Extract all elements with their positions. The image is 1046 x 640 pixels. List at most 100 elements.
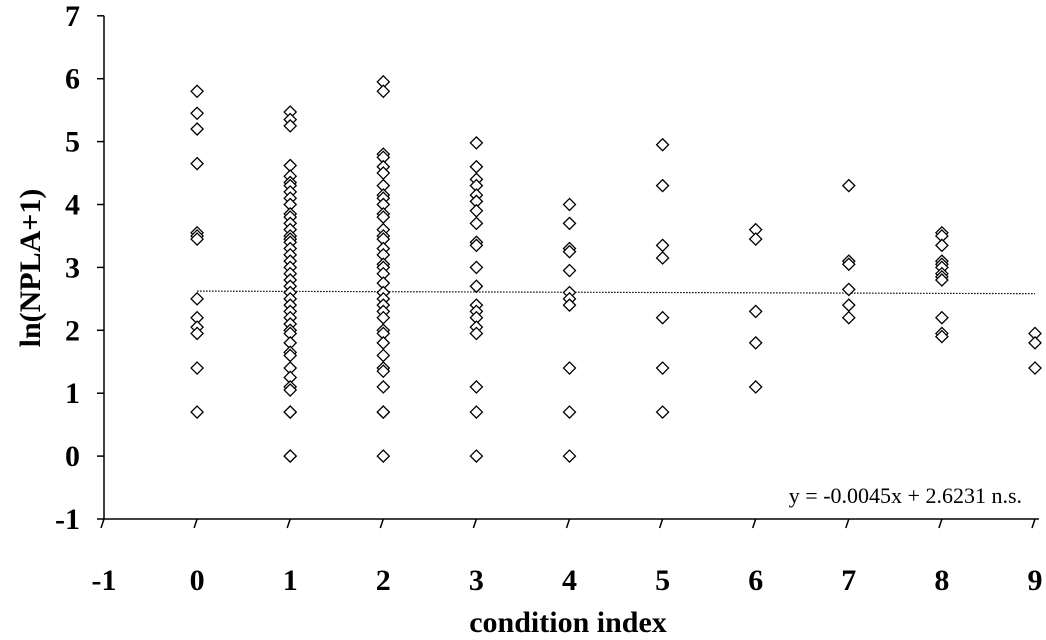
data-point <box>655 137 670 152</box>
data-point <box>562 216 577 231</box>
regression-annotation: y = -0.0045x + 2.6231 n.s. <box>789 483 1022 508</box>
data-point <box>655 361 670 375</box>
x-tick-label: 4 <box>562 564 577 597</box>
data-point <box>190 232 205 247</box>
y-tick-label: -1 <box>55 503 80 536</box>
data-point <box>283 383 298 397</box>
data-point <box>376 364 391 379</box>
data-point <box>1028 361 1042 375</box>
data-point <box>934 329 949 344</box>
y-tick-label: 4 <box>65 189 80 222</box>
y-tick-label: 2 <box>65 314 80 347</box>
x-axis-title: condition index <box>469 606 667 639</box>
data-point <box>655 310 670 325</box>
x-tick-mark <box>379 518 385 529</box>
data-point <box>934 273 949 287</box>
data-point <box>283 449 298 464</box>
data-point <box>469 379 484 394</box>
data-point <box>655 251 670 265</box>
data-point <box>655 405 670 419</box>
data-point <box>283 405 298 419</box>
y-tick-label: 0 <box>65 440 80 473</box>
x-tick-mark <box>845 518 850 529</box>
data-point <box>469 279 484 294</box>
data-point <box>841 178 856 193</box>
data-point <box>841 310 856 325</box>
data-point <box>841 257 856 272</box>
x-tick-label: 3 <box>469 564 484 597</box>
x-tick-mark <box>1031 518 1036 529</box>
data-point <box>376 335 391 350</box>
y-tick-label: 5 <box>65 126 80 159</box>
data-point <box>283 118 298 133</box>
data-point <box>469 159 484 174</box>
data-point <box>1028 335 1042 350</box>
x-tick-mark <box>286 518 291 529</box>
y-tick-label: 7 <box>65 0 80 33</box>
data-point <box>190 405 205 419</box>
data-point <box>469 405 484 419</box>
data-point <box>190 326 205 341</box>
data-point <box>190 361 205 375</box>
x-tick-mark <box>751 518 757 529</box>
x-tick-mark <box>193 518 198 529</box>
data-point <box>469 260 484 275</box>
data-point <box>562 197 577 212</box>
data-point <box>562 244 577 259</box>
data-point <box>562 298 577 313</box>
x-tick-mark <box>472 518 478 529</box>
data-point <box>469 238 484 253</box>
y-tick-label: 3 <box>65 251 80 284</box>
x-tick-label: 7 <box>841 564 856 597</box>
data-point <box>748 232 763 247</box>
data-point <box>190 84 205 99</box>
x-tick-mark <box>658 518 664 529</box>
data-point <box>748 335 763 350</box>
data-point <box>376 379 391 394</box>
y-tick-label: 6 <box>65 63 80 96</box>
x-tick-label: 6 <box>748 564 763 597</box>
data-point <box>469 216 484 231</box>
data-point <box>376 348 391 363</box>
x-tick-label: 8 <box>934 564 949 597</box>
x-axis-ticks: -1 0 1 2 3 4 5 6 7 8 9 <box>92 518 1043 597</box>
data-point <box>841 282 856 297</box>
data-point <box>562 361 577 375</box>
x-tick-label: 0 <box>190 564 205 597</box>
data-point <box>748 379 763 394</box>
data-point <box>469 449 484 464</box>
data-point <box>190 291 205 306</box>
data-point <box>190 156 205 171</box>
x-tick-label: 9 <box>1028 564 1043 597</box>
data-point <box>376 405 391 419</box>
data-point <box>748 304 763 319</box>
data-point <box>469 135 484 150</box>
data-point <box>934 310 949 325</box>
data-point <box>562 405 577 419</box>
x-tick-mark <box>565 518 571 529</box>
x-tick-mark <box>100 518 105 529</box>
x-tick-mark <box>938 518 943 529</box>
x-tick-label: -1 <box>92 564 117 597</box>
data-point <box>841 298 856 313</box>
data-point <box>469 326 484 341</box>
data-point <box>190 122 205 136</box>
data-point <box>190 106 205 121</box>
data-point <box>934 238 949 253</box>
data-point <box>655 178 670 193</box>
y-axis-ticks: -1 0 1 2 3 4 5 6 7 <box>55 0 104 536</box>
x-tick-label: 5 <box>655 564 670 597</box>
x-tick-label: 1 <box>283 564 298 597</box>
data-markers <box>190 74 1042 464</box>
data-point <box>376 449 391 464</box>
data-point <box>562 263 577 278</box>
data-point <box>655 238 670 253</box>
data-point <box>376 84 391 99</box>
trendline <box>197 290 1036 295</box>
data-point <box>469 203 484 218</box>
y-axis-title: ln(NPLA+1) <box>14 189 47 348</box>
data-point <box>562 449 577 464</box>
y-tick-label: 1 <box>65 377 80 410</box>
x-tick-label: 2 <box>376 564 391 597</box>
